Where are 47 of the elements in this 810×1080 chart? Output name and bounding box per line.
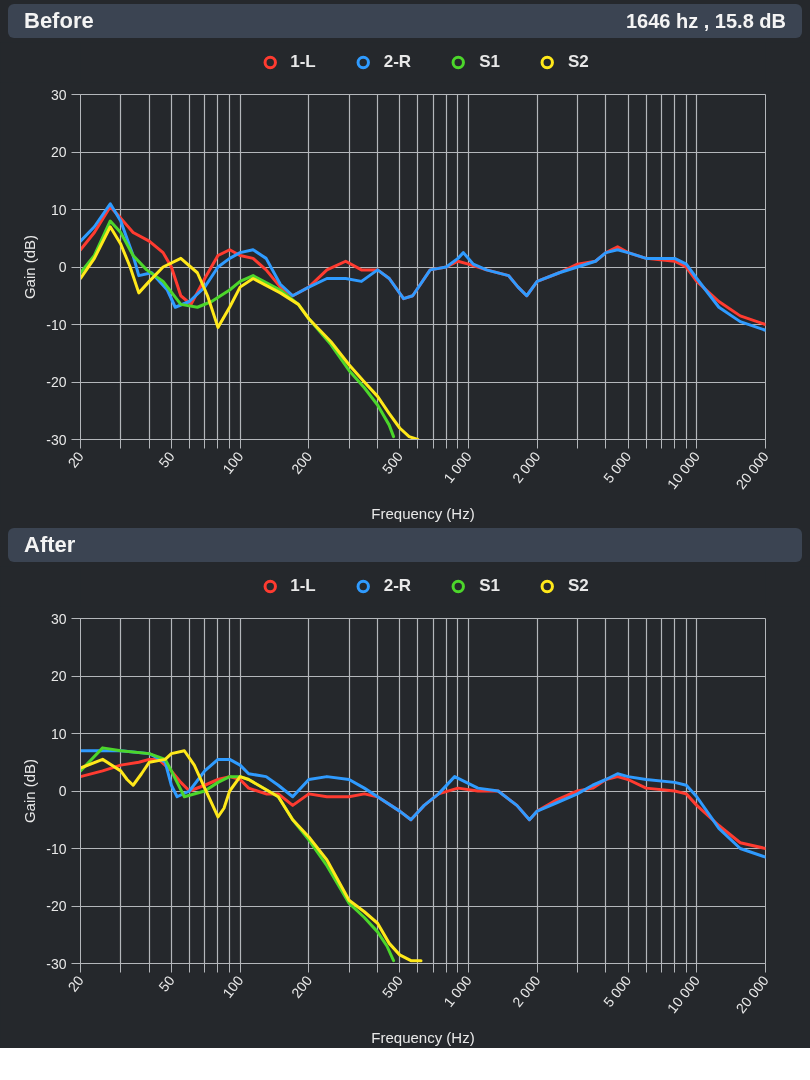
x-tick-label: 2 000 xyxy=(509,448,544,486)
x-tick-label: 10 000 xyxy=(663,448,704,493)
y-tick-label: -10 xyxy=(46,840,67,857)
x-axis-title: Frequency (Hz) xyxy=(371,1028,475,1046)
text: 1646 hz , 15.8 dB xyxy=(625,8,786,34)
y-tick-label: 10 xyxy=(50,725,67,742)
y-tick-label: -30 xyxy=(46,955,67,972)
y-tick-label: 10 xyxy=(50,201,67,218)
x-tick-label: 20 000 xyxy=(732,972,772,1017)
x-tick-label: 100 xyxy=(219,448,247,477)
legend-label: S2 xyxy=(567,576,589,596)
x-tick-label: 10 000 xyxy=(663,972,704,1017)
y-tick-label: -10 xyxy=(46,316,67,333)
y-tick-label: 0 xyxy=(58,259,67,275)
legend-label: S1 xyxy=(479,52,500,72)
y-tick-label: 20 xyxy=(50,144,67,160)
y-tick-label: -20 xyxy=(46,898,67,914)
chart-title: After xyxy=(24,531,76,560)
legend-label: S1 xyxy=(479,576,500,596)
x-tick-label: 500 xyxy=(378,448,407,477)
y-tick-label: 0 xyxy=(58,783,67,799)
x-tick-label: 50 xyxy=(155,448,178,471)
y-tick-label: 30 xyxy=(50,610,67,627)
x-tick-label: 20 000 xyxy=(732,448,772,493)
x-tick-label: 1 000 xyxy=(440,972,475,1010)
chart-title: Before xyxy=(24,7,94,36)
y-tick-label: 20 xyxy=(50,668,67,684)
x-tick-label: 100 xyxy=(219,972,247,1001)
legend-label: S2 xyxy=(567,52,589,72)
x-tick-label: 1 000 xyxy=(440,448,475,486)
y-tick-label: -20 xyxy=(46,374,67,390)
y-tick-label: -30 xyxy=(46,431,67,448)
y-tick-label: 30 xyxy=(50,86,67,103)
y-axis-title: Gain (dB) xyxy=(21,758,39,824)
x-tick-label: 200 xyxy=(288,448,316,477)
legend-label: 2-R xyxy=(383,52,412,72)
y-axis-title: Gain (dB) xyxy=(21,234,39,300)
legend-label: 1-L xyxy=(290,52,316,72)
legend-label: 1-L xyxy=(290,576,316,596)
x-tick-label: 50 xyxy=(155,972,178,995)
x-tick-label: 5 000 xyxy=(599,972,635,1010)
x-tick-label: 500 xyxy=(378,972,407,1001)
x-axis-title: Frequency (Hz) xyxy=(371,504,475,522)
legend-label: 2-R xyxy=(383,576,412,596)
x-tick-label: 5 000 xyxy=(599,448,635,486)
x-tick-label: 2 000 xyxy=(509,972,544,1010)
x-tick-label: 200 xyxy=(288,972,316,1001)
